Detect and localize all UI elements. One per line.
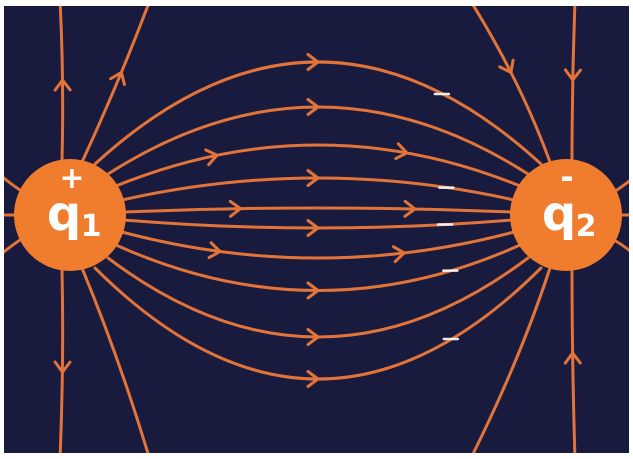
field-line-inward [612,238,629,253]
field-line-inward [471,266,552,453]
field-line-inward [570,268,577,453]
field-arrow [306,281,320,300]
field-highlights [433,92,460,341]
field-line-outward [4,176,22,192]
field-arrow [53,78,72,92]
field-arrow [228,199,242,218]
field-arrows [53,53,582,388]
charge-q2: - q 2 [510,158,622,271]
charge-q1-symbol: q [47,186,81,242]
charge-q2-circle [510,159,622,271]
charge-q2-sign: - [560,158,573,196]
charge-q1-sign: + [59,161,84,196]
field-arrow [563,68,582,82]
charge-q1: + q 1 [14,159,126,271]
field-arrow [306,370,320,388]
field-arrow [306,98,320,116]
field-line-outward [80,266,150,453]
field-line-outward [80,6,150,164]
field-arrow [498,58,515,74]
field-arrow [306,328,320,346]
field-line-connecting [120,230,516,260]
field-arrow [207,241,222,260]
diagram-frame [1,3,632,456]
field-line-connecting [114,143,522,188]
field-arrow [563,351,582,365]
field-arrow [53,360,72,374]
field-arrow [306,219,320,237]
field-arrow [391,245,406,264]
field-line-connecting [122,206,514,214]
field-arrow [306,53,320,71]
charge-q1-subscript: 1 [81,209,102,244]
charge-q1-circle [14,159,126,271]
field-arrow [204,148,219,167]
field-arrow [394,142,409,161]
field-line-inward [612,179,629,194]
field-line-outward [4,238,22,254]
field-arrow [109,70,126,87]
field-arrow [306,169,320,187]
field-arrow [403,199,417,218]
charge-q2-symbol: q [542,186,576,242]
field-line-outward [58,268,65,453]
field-line-inward [471,6,552,164]
charge-q2-subscript: 2 [576,209,597,244]
